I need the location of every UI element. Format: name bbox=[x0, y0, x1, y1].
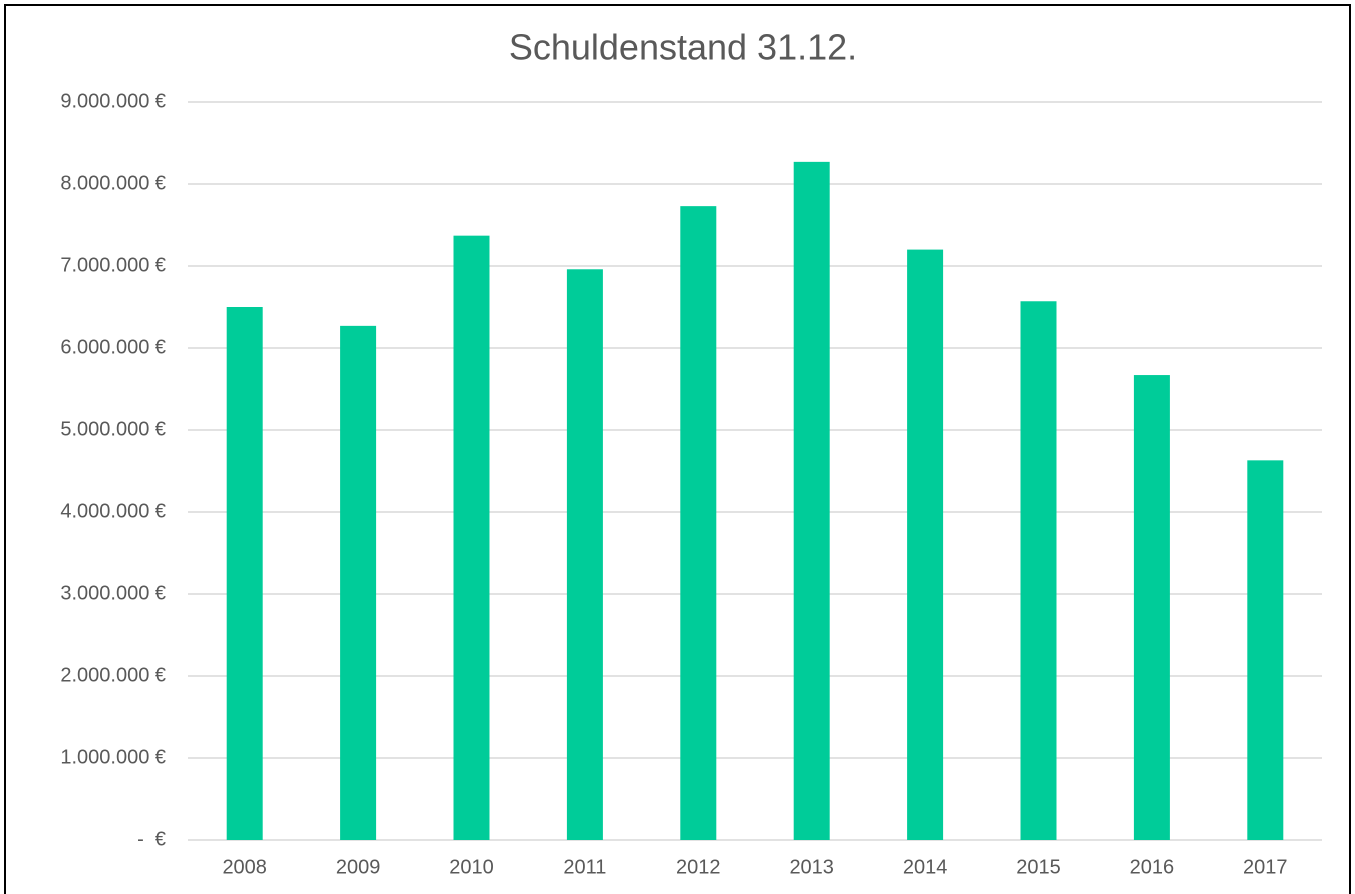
x-tick-label: 2015 bbox=[1016, 856, 1061, 878]
x-tick-label: 2011 bbox=[563, 856, 606, 878]
bar bbox=[1133, 375, 1170, 840]
y-tick-label: 4.000.000 € bbox=[60, 500, 166, 522]
x-tick-label: 2014 bbox=[903, 856, 948, 878]
y-tick-label: 3.000.000 € bbox=[60, 582, 166, 604]
x-tick-label: 2017 bbox=[1243, 856, 1288, 878]
x-tick-label: 2010 bbox=[449, 856, 494, 878]
x-tick-label: 2012 bbox=[676, 856, 721, 878]
bar bbox=[566, 269, 603, 840]
y-tick-label: 2.000.000 € bbox=[60, 664, 166, 686]
x-tick-label: 2016 bbox=[1130, 856, 1175, 878]
y-tick-label: 5.000.000 € bbox=[60, 418, 166, 440]
y-tick-label: 9.000.000 € bbox=[60, 90, 166, 112]
x-tick-label: 2008 bbox=[222, 856, 267, 878]
bar bbox=[340, 325, 377, 840]
x-tick-label: 2009 bbox=[336, 856, 381, 878]
bar bbox=[226, 307, 263, 840]
bar bbox=[793, 161, 830, 841]
bar bbox=[907, 249, 944, 841]
x-tick-label: 2013 bbox=[789, 856, 834, 878]
y-tick-label: 6.000.000 € bbox=[60, 336, 166, 358]
bar bbox=[1020, 301, 1057, 840]
y-tick-label: - € bbox=[137, 828, 166, 850]
bar bbox=[1247, 460, 1284, 840]
y-tick-label: 8.000.000 € bbox=[60, 172, 166, 194]
bar bbox=[680, 206, 717, 840]
y-tick-label: 1.000.000 € bbox=[60, 746, 166, 768]
chart-title: Schuldenstand 31.12. bbox=[509, 27, 857, 68]
y-tick-label: 7.000.000 € bbox=[60, 254, 166, 276]
bar bbox=[453, 235, 490, 840]
